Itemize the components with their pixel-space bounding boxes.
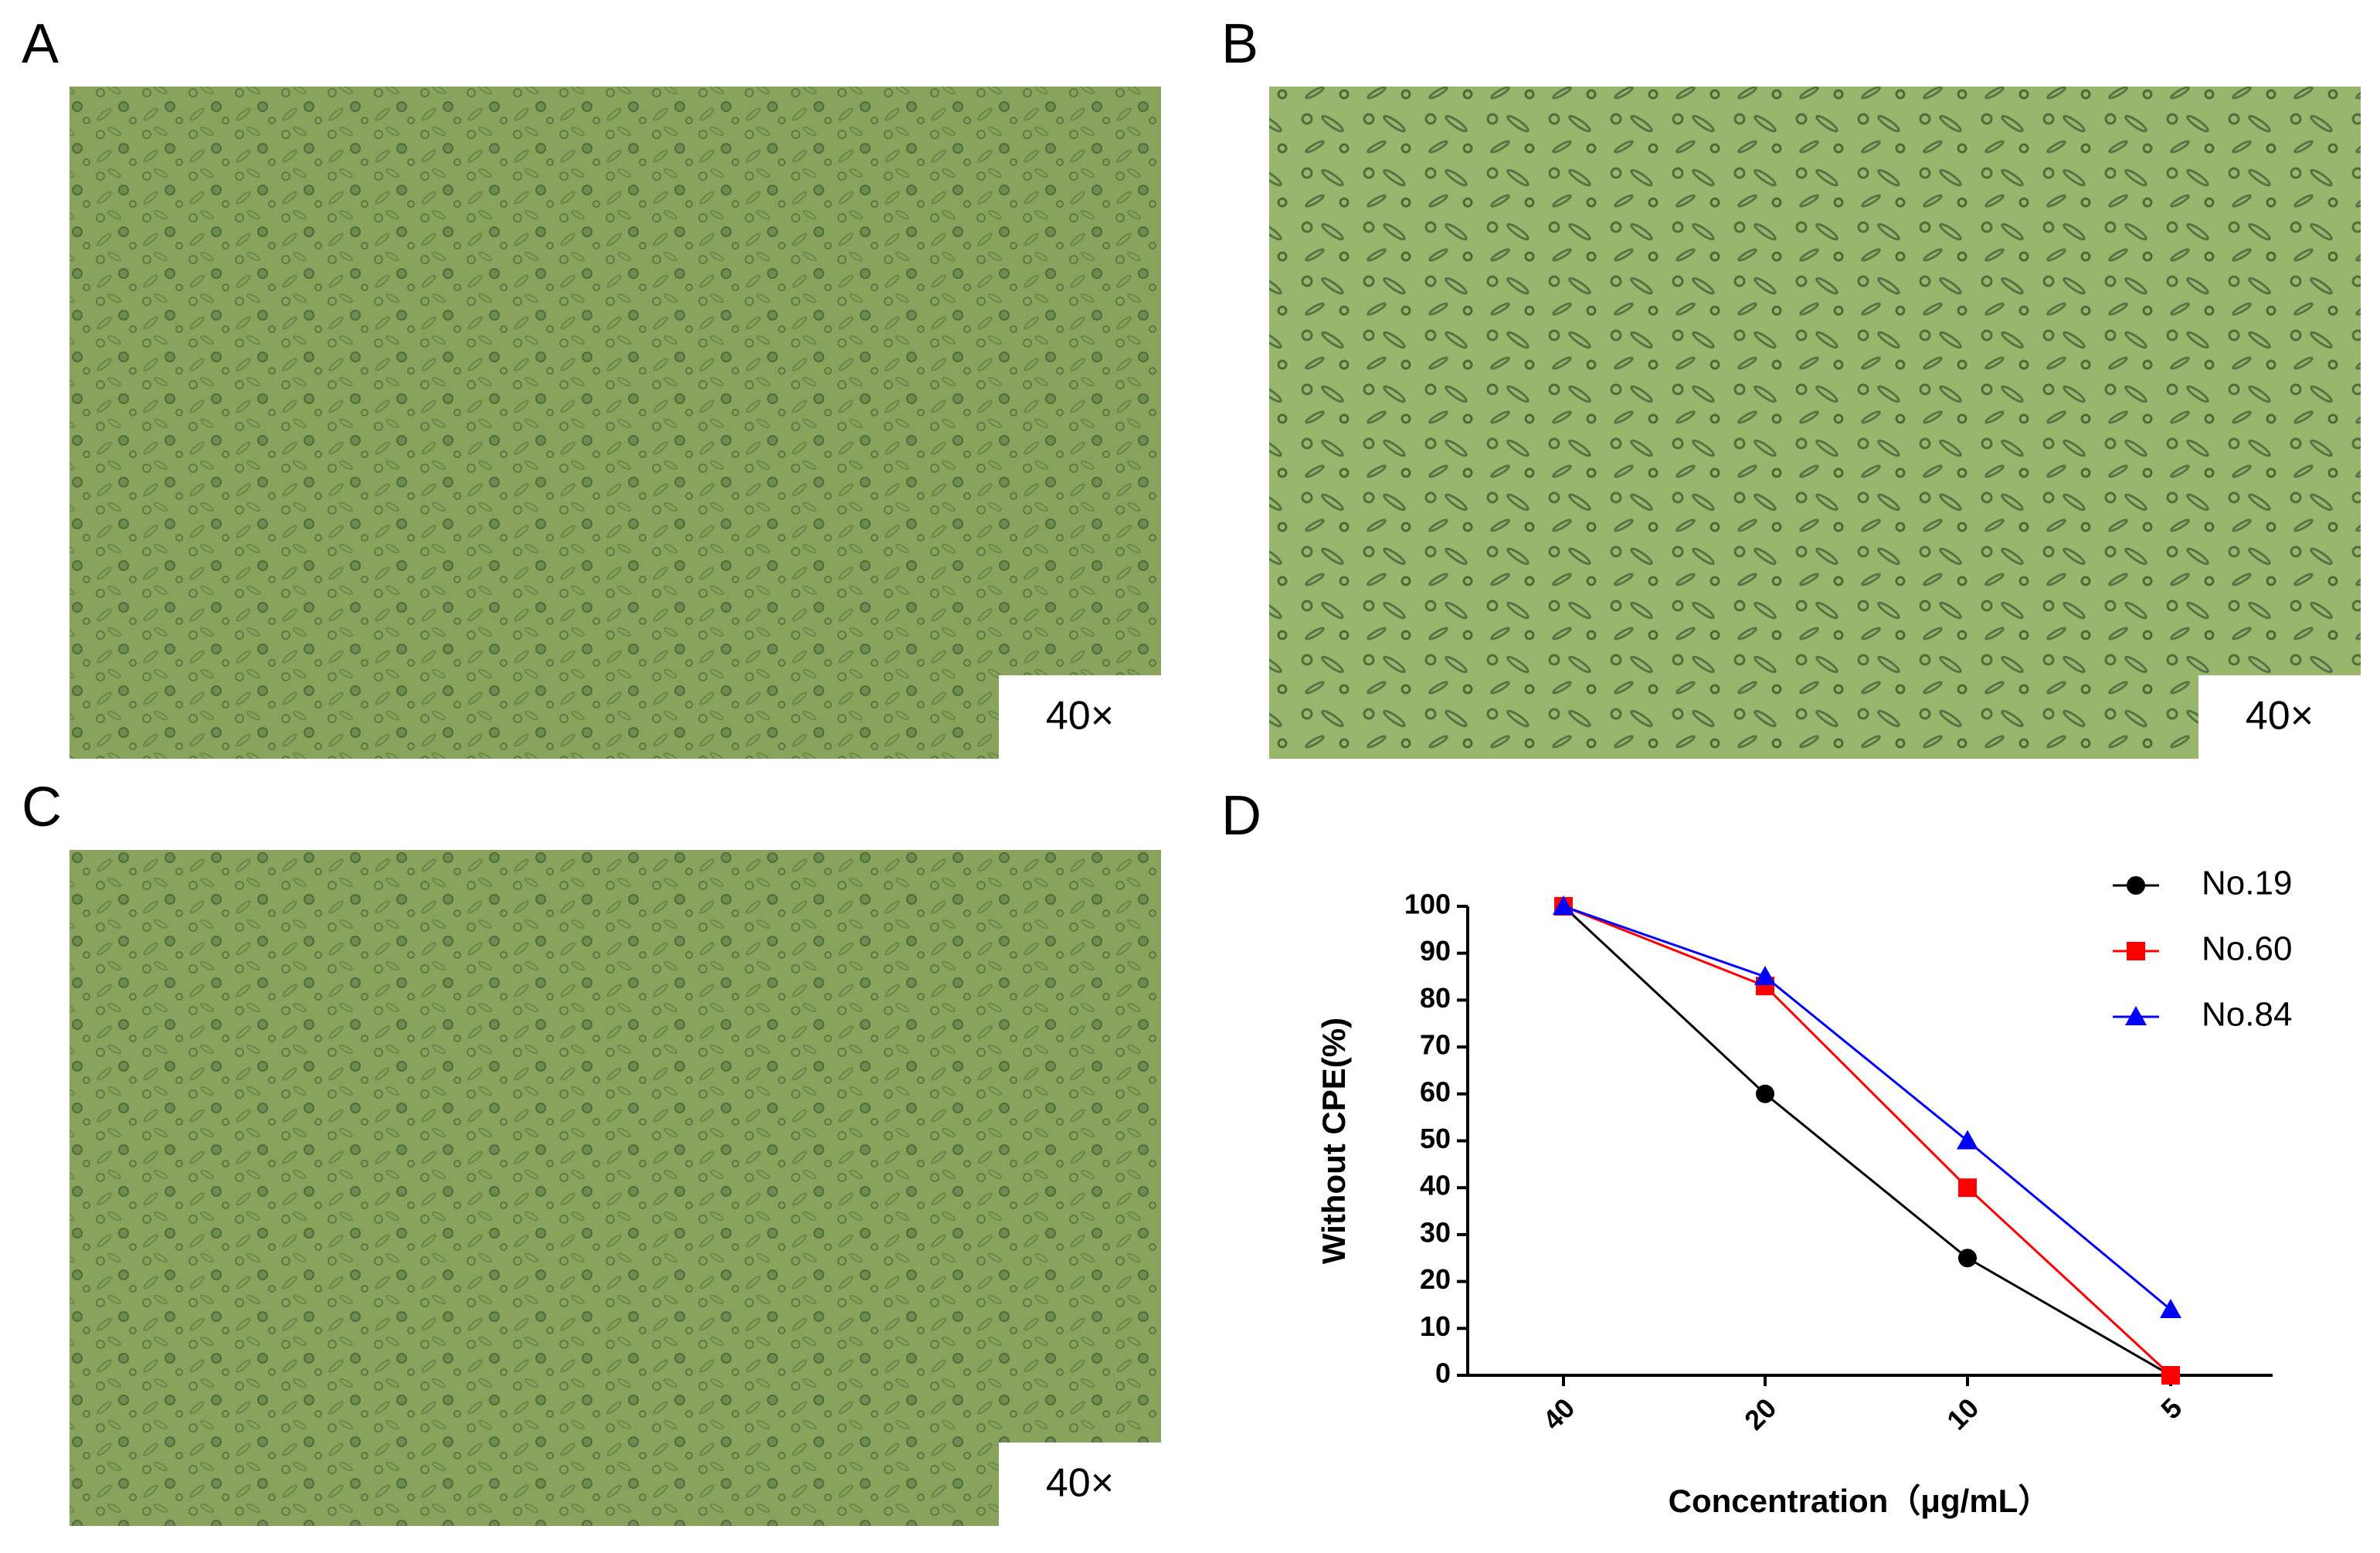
marker xyxy=(1756,1084,1774,1103)
marker xyxy=(1553,895,1574,915)
micrograph xyxy=(70,87,1161,759)
panel-letter: B xyxy=(1221,13,1258,75)
legend-label: No.84 xyxy=(2202,996,2292,1034)
legend-marker xyxy=(2125,1006,2147,1025)
series-line xyxy=(1563,905,2171,1311)
marker xyxy=(1754,966,1776,986)
y-tick-label: 0 xyxy=(1435,1358,1451,1389)
y-tick-label: 80 xyxy=(1420,982,1451,1014)
series xyxy=(1554,897,2180,1385)
y-tick-label: 50 xyxy=(1420,1123,1451,1154)
x-tick-label: 5 xyxy=(2154,1392,2188,1425)
y-tick-label: 90 xyxy=(1420,935,1451,967)
micrograph xyxy=(70,850,1161,1526)
scale-box xyxy=(999,1443,1161,1526)
scale-label: 40× xyxy=(2246,694,2314,739)
y-tick-label: 70 xyxy=(1420,1029,1451,1061)
x-tick-label: 40 xyxy=(1536,1392,1580,1436)
scale-box xyxy=(2198,675,2361,759)
y-tick-label: 40 xyxy=(1420,1170,1451,1201)
y-tick-label: 10 xyxy=(1420,1310,1451,1342)
scale-label: 40× xyxy=(1046,1461,1114,1506)
marker xyxy=(1958,1178,1977,1198)
y-tick-label: 20 xyxy=(1420,1263,1451,1295)
marker xyxy=(1958,1249,1977,1268)
x-tick-label: 20 xyxy=(1738,1392,1782,1436)
y-axis-label: Without CPE(%) xyxy=(1316,1018,1352,1264)
series-line xyxy=(1563,905,2172,1377)
legend-marker xyxy=(2127,876,2145,895)
micrographs xyxy=(70,87,2361,1526)
marker xyxy=(2161,1366,2180,1385)
micrograph xyxy=(1269,87,2361,759)
legend-label: No.19 xyxy=(2202,865,2292,902)
y-tick-label: 100 xyxy=(1404,889,1451,920)
marker xyxy=(2160,1299,2181,1319)
series-line xyxy=(1562,905,2171,1377)
panel-letter: D xyxy=(1221,785,1261,847)
y-tick-label: 60 xyxy=(1420,1076,1451,1107)
legend-marker xyxy=(2127,942,2145,960)
x-axis-label: Concentration（μg/mL） xyxy=(1669,1483,2051,1519)
series xyxy=(1553,895,2181,1319)
scale-box xyxy=(999,675,1161,759)
x-tick-label: 10 xyxy=(1940,1392,1984,1436)
y-tick-label: 30 xyxy=(1420,1216,1451,1248)
scale-label: 40× xyxy=(1046,694,1114,739)
panel-letter: C xyxy=(22,776,62,838)
marker xyxy=(1957,1130,1978,1150)
legend-label: No.60 xyxy=(2202,930,2292,968)
series xyxy=(1554,897,2180,1385)
panel-letter: A xyxy=(22,13,59,75)
